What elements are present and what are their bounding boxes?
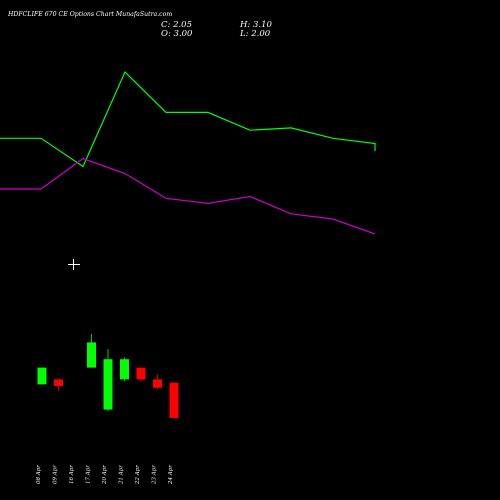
x-tick-label: 23 Apr xyxy=(152,465,158,485)
close-price: C: 2.05 xyxy=(161,20,192,30)
indicator-lines xyxy=(0,70,376,235)
candles xyxy=(37,334,179,418)
candle-body xyxy=(103,359,113,410)
candle-body xyxy=(37,367,47,385)
x-tick-label: 17 Apr xyxy=(86,465,92,484)
candle-body xyxy=(136,367,146,380)
chart-title: HDFCLIFE 670 CE Options Chart MunafaSutr… xyxy=(8,11,173,18)
candle-body xyxy=(153,379,162,388)
high-price: H: 3.10 xyxy=(240,20,272,30)
candle-body xyxy=(120,359,129,380)
series-line-purple xyxy=(0,157,376,235)
crosshair-cursor xyxy=(68,259,80,270)
series-line-green xyxy=(0,70,376,168)
x-tick-label: 20 Apr xyxy=(102,465,108,485)
x-tick-label: 08 Apr xyxy=(36,465,42,484)
x-tick-label: 16 Apr xyxy=(69,465,75,484)
x-axis-ticks: 08 Apr 09 Apr 16 Apr 17 Apr 20 Apr 21 Apr 22 A… xyxy=(36,465,174,485)
open-price: O: 3.00 xyxy=(161,29,193,39)
x-tick-label: 09 Apr xyxy=(53,465,59,484)
x-tick-label: 22 Apr xyxy=(135,465,141,485)
x-tick-label: 24 Apr xyxy=(168,465,174,485)
low-price: L: 2.00 xyxy=(240,29,271,39)
candle-body xyxy=(87,342,96,368)
candle-body xyxy=(169,382,179,418)
x-tick-label: 21 Apr xyxy=(119,465,125,485)
candle-body xyxy=(54,379,63,387)
